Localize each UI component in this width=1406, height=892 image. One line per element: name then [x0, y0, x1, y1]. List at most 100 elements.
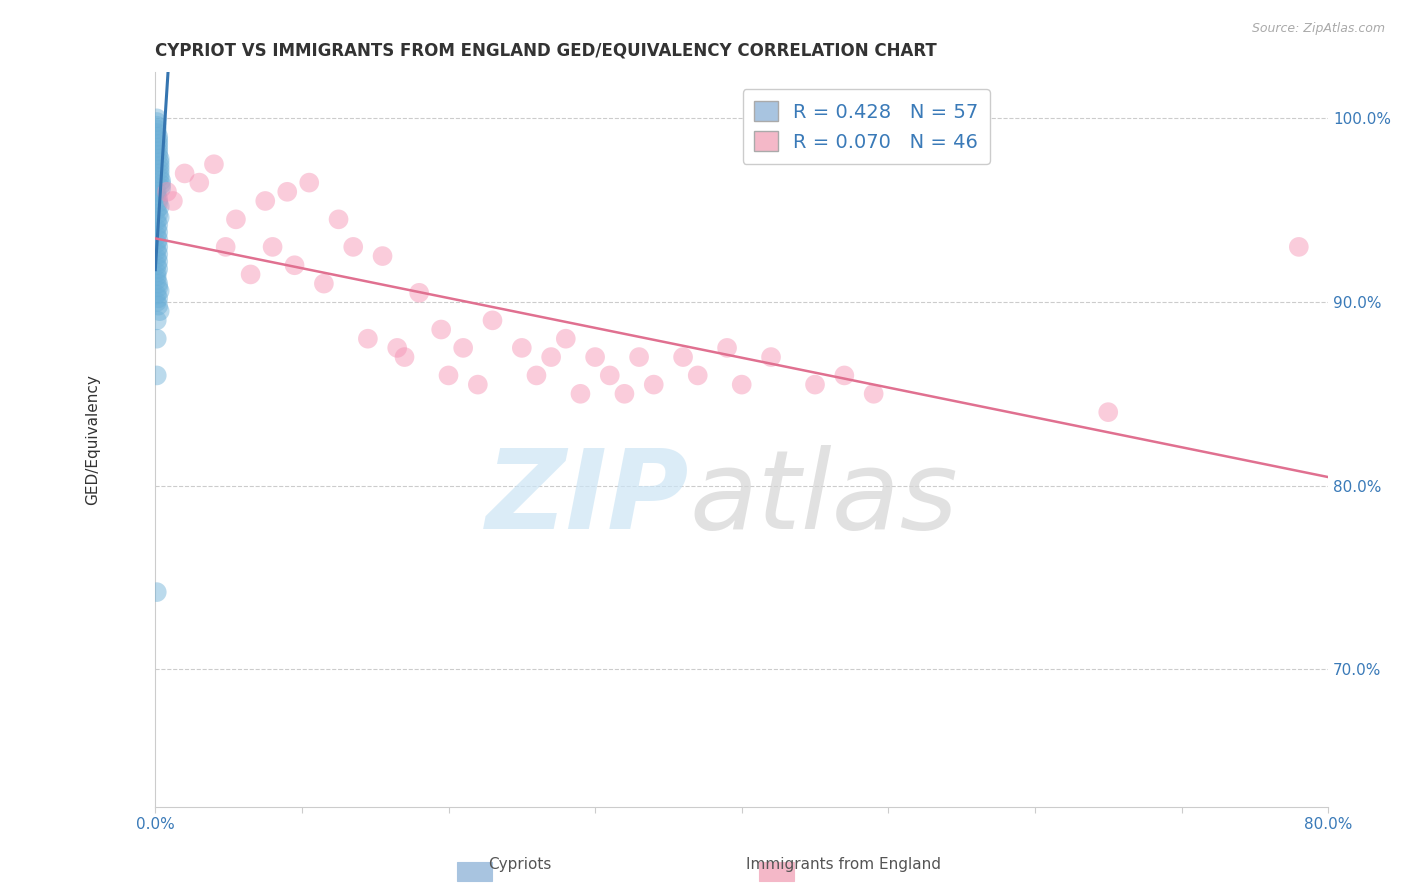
Point [430, 322, 453, 336]
Text: atlas: atlas [689, 445, 957, 552]
Point [148, 254, 170, 268]
Point [328, 212, 350, 227]
Point [215, 240, 238, 254]
Point [145, 313, 167, 327]
Point [145, 228, 167, 243]
Text: ZIP: ZIP [485, 445, 689, 552]
Point [162, 194, 184, 208]
Point [481, 313, 503, 327]
Point [145, 258, 167, 272]
Point [145, 221, 167, 235]
Point [148, 148, 170, 162]
Point [148, 129, 170, 144]
Point [148, 277, 170, 291]
Point [145, 119, 167, 133]
Point [202, 157, 225, 171]
Point [149, 166, 172, 180]
Point [716, 341, 738, 355]
Point [554, 332, 576, 346]
Text: Source: ZipAtlas.com: Source: ZipAtlas.com [1251, 22, 1385, 36]
Point [342, 240, 364, 254]
Point [599, 368, 621, 383]
Y-axis label: GED/Equivalency: GED/Equivalency [86, 375, 100, 505]
Point [148, 136, 170, 151]
Point [254, 194, 277, 208]
Point [145, 122, 167, 136]
Point [371, 249, 394, 263]
Text: Cypriots: Cypriots [488, 857, 553, 872]
Point [145, 236, 167, 251]
Point [145, 188, 167, 202]
Point [239, 268, 262, 282]
Point [759, 350, 782, 364]
Point [148, 240, 170, 254]
Point [149, 284, 172, 298]
Point [672, 350, 695, 364]
Point [394, 350, 416, 364]
Point [276, 185, 298, 199]
Point [613, 386, 636, 401]
Point [149, 199, 172, 213]
Point [145, 203, 167, 218]
Point [145, 126, 167, 140]
Point [312, 277, 335, 291]
Point [148, 299, 170, 313]
Point [145, 295, 167, 310]
Point [145, 368, 167, 383]
Point [451, 341, 474, 355]
Legend: R = 0.428   N = 57, R = 0.070   N = 46: R = 0.428 N = 57, R = 0.070 N = 46 [742, 89, 990, 163]
Point [148, 261, 170, 276]
Point [148, 145, 170, 159]
Point [583, 350, 606, 364]
Point [148, 207, 170, 221]
Point [225, 212, 247, 227]
Point [145, 244, 167, 258]
Point [173, 166, 195, 180]
Point [148, 141, 170, 155]
Point [357, 332, 380, 346]
Point [149, 152, 172, 166]
Point [145, 251, 167, 265]
Point [156, 185, 179, 199]
Point [387, 341, 409, 355]
Point [408, 285, 430, 300]
Point [148, 247, 170, 261]
Point [1097, 405, 1119, 419]
Text: Immigrants from England: Immigrants from England [747, 857, 941, 872]
Point [149, 155, 172, 169]
Point [145, 112, 167, 126]
Point [149, 162, 172, 177]
Point [148, 195, 170, 210]
Point [145, 269, 167, 284]
Point [145, 585, 167, 599]
Point [145, 115, 167, 129]
Point [145, 185, 167, 199]
Point [149, 159, 172, 173]
Point [569, 386, 592, 401]
Point [526, 368, 548, 383]
Point [148, 280, 170, 294]
Point [150, 178, 173, 192]
Point [834, 368, 856, 383]
Point [148, 225, 170, 239]
Point [150, 181, 173, 195]
Point [628, 350, 651, 364]
Point [862, 386, 884, 401]
Point [148, 233, 170, 247]
Point [148, 291, 170, 305]
Point [804, 377, 827, 392]
Point [145, 332, 167, 346]
Point [467, 377, 489, 392]
Point [148, 133, 170, 147]
Point [145, 266, 167, 280]
Point [686, 368, 709, 383]
Point [188, 176, 211, 190]
Point [437, 368, 460, 383]
Point [510, 341, 533, 355]
Point [145, 214, 167, 228]
Text: CYPRIOT VS IMMIGRANTS FROM ENGLAND GED/EQUIVALENCY CORRELATION CHART: CYPRIOT VS IMMIGRANTS FROM ENGLAND GED/E… [155, 42, 936, 60]
Point [145, 273, 167, 287]
Point [150, 174, 173, 188]
Point [145, 287, 167, 301]
Point [149, 170, 172, 185]
